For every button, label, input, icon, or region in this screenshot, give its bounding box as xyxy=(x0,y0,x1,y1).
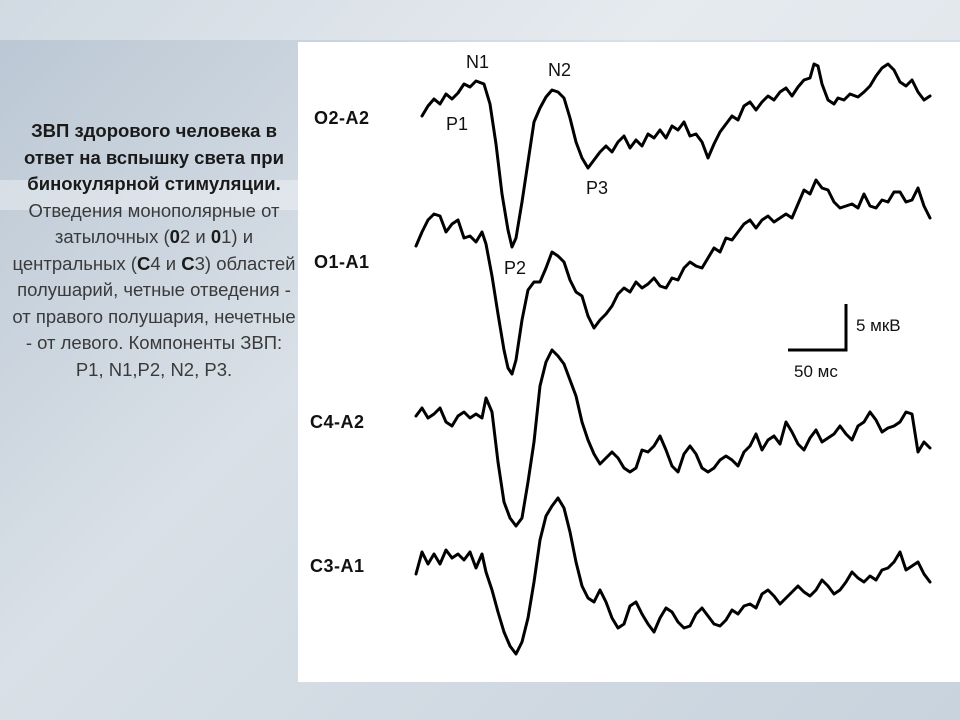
scale-time-label: 50 мс xyxy=(794,362,838,381)
caption-text-2: 2 и xyxy=(179,226,211,247)
caption-bold-1: 0 xyxy=(169,226,180,247)
caption-bold-4: С xyxy=(181,252,195,274)
caption-text-3: 1) и центральных ( xyxy=(12,226,254,274)
eeg-traces xyxy=(414,62,932,656)
figure-caption: ЗВП здорового человека в ответ на вспышк… xyxy=(10,118,298,383)
component-label-p2: P2 xyxy=(504,258,527,278)
scale-bar xyxy=(788,304,848,352)
lead-label-c3-a1: C3-A1 xyxy=(310,556,365,576)
component-label-n2: N2 xyxy=(548,60,572,80)
lead-label-c4-a2: C4-A2 xyxy=(310,412,365,432)
trace-c4-a2 xyxy=(414,348,932,528)
component-label-p3: P3 xyxy=(586,178,609,198)
component-label-p1: P1 xyxy=(446,114,469,134)
lead-label-o2-a2: O2-A2 xyxy=(314,108,370,128)
caption-text-5: 3) областей полушарий, четные отведения … xyxy=(12,252,296,380)
scale-amplitude-label: 5 мкВ xyxy=(856,316,901,335)
caption-text-1: Отведения монополярные от затылочных ( xyxy=(28,199,280,248)
trace-o2-a2 xyxy=(420,62,932,249)
evoked-potentials-figure: O2-A2 O1-A1 C4-A2 C3-A1 N1 N2 P1 P2 P3 5… xyxy=(298,42,960,682)
caption-bold-3: С xyxy=(136,252,151,274)
trace-o1-a1 xyxy=(414,178,932,376)
trace-c3-a1 xyxy=(414,496,932,656)
component-label-n1: N1 xyxy=(466,52,490,72)
lead-label-o1-a1: O1-A1 xyxy=(314,252,370,272)
caption-bold-2: 0 xyxy=(210,226,222,247)
caption-text-4: 4 и xyxy=(150,252,182,274)
caption-title: ЗВП здорового человека в ответ на вспышк… xyxy=(24,120,284,194)
